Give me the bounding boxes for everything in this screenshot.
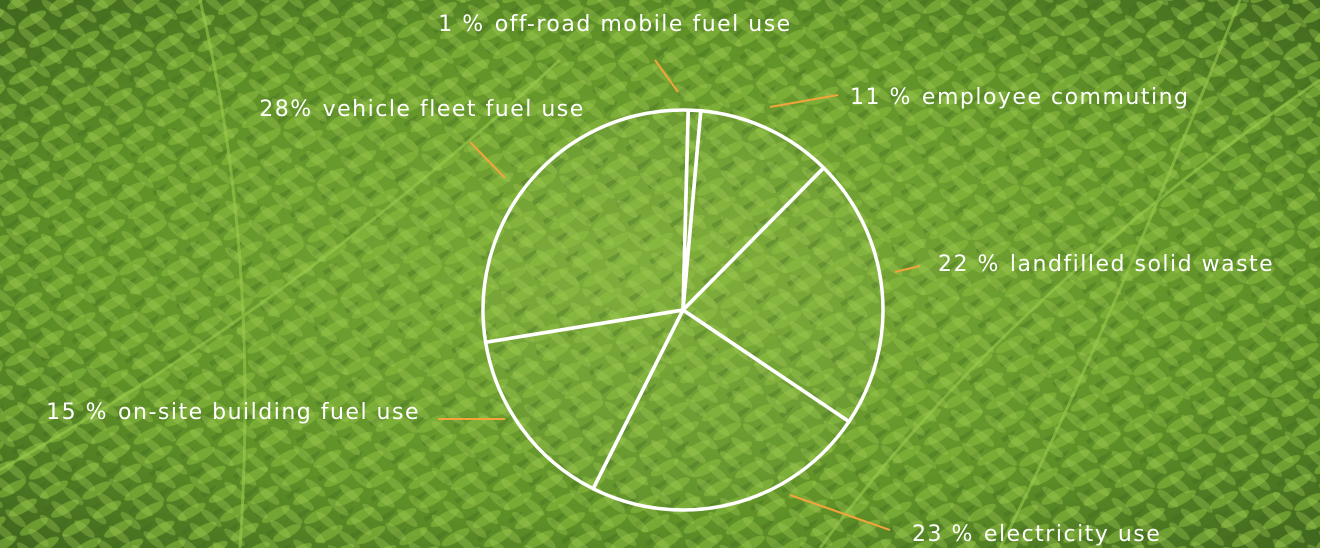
value-label: 1 %	[438, 12, 484, 37]
slice-label: 23 % electricity use	[912, 522, 1161, 547]
category-label: off-road mobile fuel use	[495, 12, 792, 37]
category-label: employee commuting	[922, 85, 1190, 110]
category-label: landfilled solid waste	[1010, 252, 1274, 277]
category-label: vehicle fleet fuel use	[323, 97, 585, 122]
value-label: 15 %	[46, 400, 108, 425]
chart: 1 % off-road mobile fuel use 11 % employee …	[0, 0, 1320, 548]
value-label: 11 %	[850, 85, 912, 110]
value-label: 22 %	[938, 252, 1000, 277]
slice-label: 11 % employee commuting	[850, 85, 1190, 110]
slice-label: 28% vehicle fleet fuel use	[259, 97, 585, 122]
value-label: 28%	[259, 97, 312, 122]
slice-label: 22 % landfilled solid waste	[938, 252, 1274, 277]
slice-label: 15 % on-site building fuel use	[46, 400, 420, 425]
category-label: electricity use	[984, 522, 1161, 547]
value-label: 23 %	[912, 522, 974, 547]
category-label: on-site building fuel use	[118, 400, 420, 425]
page: {"chart_data": {"type": "pie", "categori…	[0, 0, 1320, 548]
